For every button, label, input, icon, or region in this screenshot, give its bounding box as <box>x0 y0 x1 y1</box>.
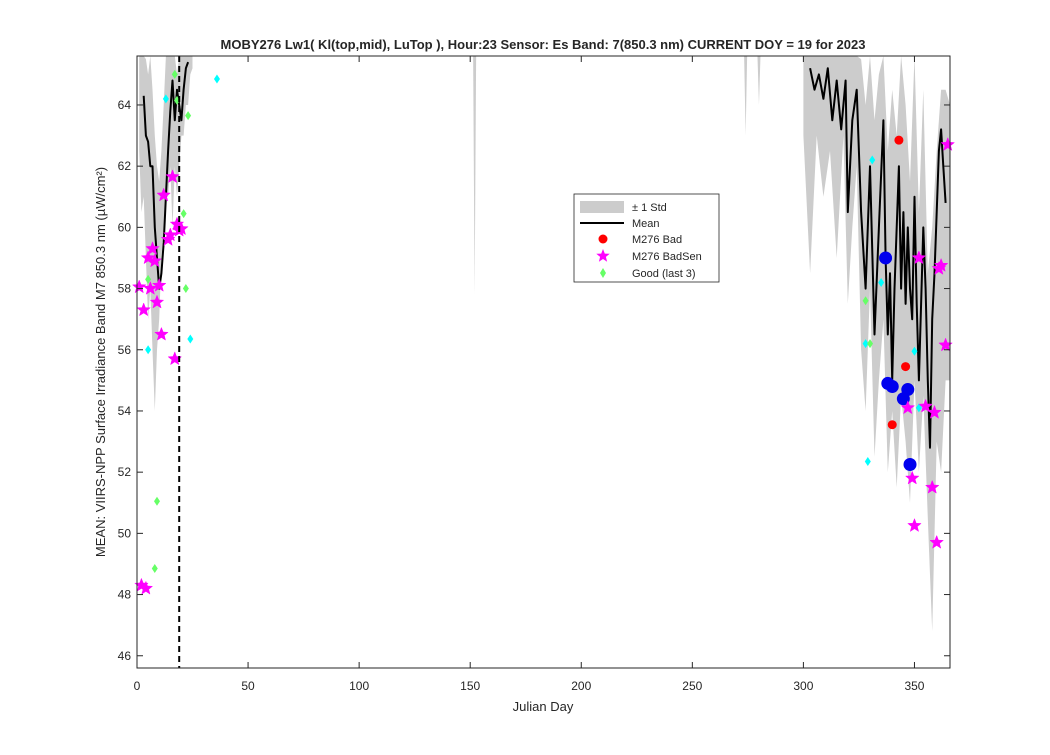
good-cyan-marker <box>862 339 869 349</box>
badsen-star-marker <box>138 580 154 595</box>
x-tick-label: 250 <box>682 679 702 693</box>
y-tick-label: 64 <box>118 98 132 112</box>
good-marker <box>151 564 158 574</box>
chart-title: MOBY276 Lw1( Kl(top,mid), LuTop ), Hour:… <box>221 37 866 52</box>
y-tick-label: 58 <box>118 282 132 296</box>
legend-label-mean: Mean <box>632 218 660 230</box>
badsen-star-marker <box>145 241 160 255</box>
std-spike-2 <box>757 56 761 105</box>
badsen-star-marker <box>147 253 163 268</box>
bad-large-marker <box>885 379 899 393</box>
plot-frame <box>136 55 951 669</box>
legend-label-badsen: M276 BadSen <box>632 251 702 263</box>
badsen-star-marker <box>940 136 956 151</box>
legend-label-bad: M276 Bad <box>632 234 682 246</box>
badsen-star-marker <box>929 534 944 549</box>
badsen-star-marker <box>156 187 171 202</box>
std-spike-1 <box>744 56 748 136</box>
y-axis: 46 48 50 52 54 56 58 60 62 64 <box>118 98 950 663</box>
badsen-star-marker <box>911 250 927 265</box>
good-marker <box>862 296 869 306</box>
badsen-star-marker <box>140 250 156 265</box>
y-tick-label: 60 <box>118 220 132 234</box>
y-tick-label: 56 <box>118 343 132 357</box>
good-cyan-marker <box>864 456 871 466</box>
x-axis-label: Julian Day <box>513 699 574 714</box>
legend-label-std: ± 1 Std <box>632 202 667 214</box>
legend-label-good: Good (last 3) <box>632 268 696 280</box>
badsen-star-marker <box>924 479 940 494</box>
legend-marker-good <box>600 268 606 278</box>
y-tick-label: 50 <box>118 526 132 540</box>
y-tick-label: 48 <box>118 588 132 602</box>
bad-marker <box>887 420 897 430</box>
marker-layer <box>131 69 956 595</box>
badsen-star-marker <box>154 326 169 341</box>
y-axis-label: MEAN: VIIRS-NPP Surface Irradiance Band … <box>93 167 108 557</box>
x-tick-label: 350 <box>904 679 924 693</box>
good-cyan-marker <box>162 94 169 104</box>
std-band-layer <box>139 56 950 632</box>
bad-marker <box>901 362 911 372</box>
good-marker <box>145 274 152 284</box>
good-cyan-marker <box>213 74 220 84</box>
std-spike-0 <box>473 56 477 295</box>
x-tick-label: 300 <box>793 679 813 693</box>
mean-line-segment-1 <box>809 67 947 449</box>
good-cyan-marker <box>878 277 885 287</box>
badsen-star-marker <box>165 169 180 184</box>
bad-large-marker <box>903 458 917 472</box>
bad-large-marker <box>879 251 893 265</box>
std-band-0 <box>139 56 193 411</box>
badsen-star-marker <box>907 517 922 532</box>
x-tick-label: 200 <box>571 679 591 693</box>
badsen-star-marker <box>174 221 189 236</box>
x-tick-label: 0 <box>134 679 141 693</box>
good-marker <box>867 339 874 349</box>
good-marker <box>182 284 189 294</box>
badsen-star-marker <box>143 280 158 295</box>
good-marker <box>153 496 160 506</box>
badsen-star-marker <box>163 227 178 242</box>
badsen-star-marker <box>904 470 920 485</box>
x-tick-label: 150 <box>460 679 480 693</box>
badsen-star-marker <box>900 400 916 415</box>
legend-marker-badsen <box>596 249 610 262</box>
good-marker <box>180 209 187 219</box>
good-cyan-marker <box>911 346 918 356</box>
bad-marker <box>894 135 904 145</box>
badsen-star-marker <box>927 404 942 419</box>
badsen-star-marker <box>136 302 151 317</box>
good-marker <box>171 69 178 79</box>
x-axis: 0 50 100 150 200 250 300 350 <box>134 56 925 693</box>
good-cyan-marker <box>145 345 152 355</box>
badsen-star-marker <box>938 337 953 352</box>
x-tick-label: 50 <box>241 679 255 693</box>
y-tick-label: 52 <box>118 465 132 479</box>
bad-large-marker <box>901 383 915 397</box>
y-tick-label: 54 <box>118 404 132 418</box>
x-tick-label: 100 <box>349 679 369 693</box>
badsen-star-marker <box>149 294 165 309</box>
good-marker <box>185 111 192 121</box>
badsen-star-marker <box>918 398 933 413</box>
badsen-star-marker <box>151 277 167 292</box>
legend-marker-bad <box>598 234 608 244</box>
y-tick-label: 62 <box>118 159 132 173</box>
std-band-1 <box>803 56 950 632</box>
legend: ± 1 Std Mean M276 Bad M276 BadSen Good (… <box>573 193 720 283</box>
good-cyan-marker <box>187 334 194 344</box>
good-cyan-marker <box>869 155 876 165</box>
y-tick-label: 46 <box>118 649 132 663</box>
badsen-star-marker <box>131 279 147 294</box>
badsen-star-marker <box>933 257 949 272</box>
legend-swatch-std <box>580 201 624 213</box>
